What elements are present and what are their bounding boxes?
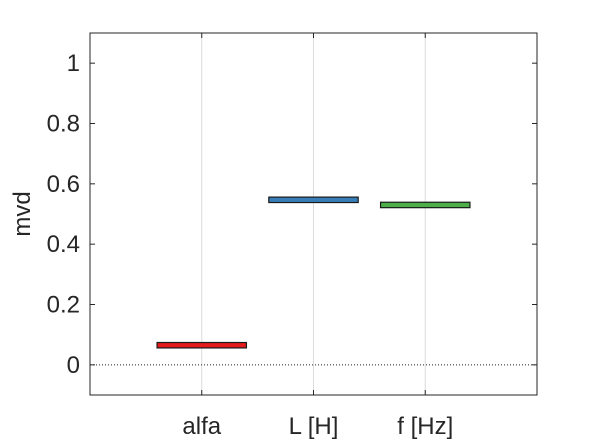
grid-lines [201,33,426,395]
y-tick-label: 0.4 [47,231,80,258]
bars [156,196,471,349]
x-axis: alfa L [H] f [Hz] [182,33,453,440]
bar-3 [379,201,471,209]
bar-1 [156,341,248,349]
y-tick-label: 0.2 [47,292,80,319]
y-tick-label: 0 [67,352,80,379]
y-axis: 0 0.2 0.4 0.6 0.8 1 [47,50,537,379]
y-axis-label: mvd [9,191,36,236]
bar-2 [268,196,359,204]
x-tick-label: L [H] [289,413,339,440]
x-tick-label: alfa [182,413,221,440]
y-tick-label: 1 [67,50,80,77]
x-tick-label: f [Hz] [397,413,453,440]
y-tick-label: 0.6 [47,171,80,198]
y-tick-label: 0.8 [47,111,80,138]
